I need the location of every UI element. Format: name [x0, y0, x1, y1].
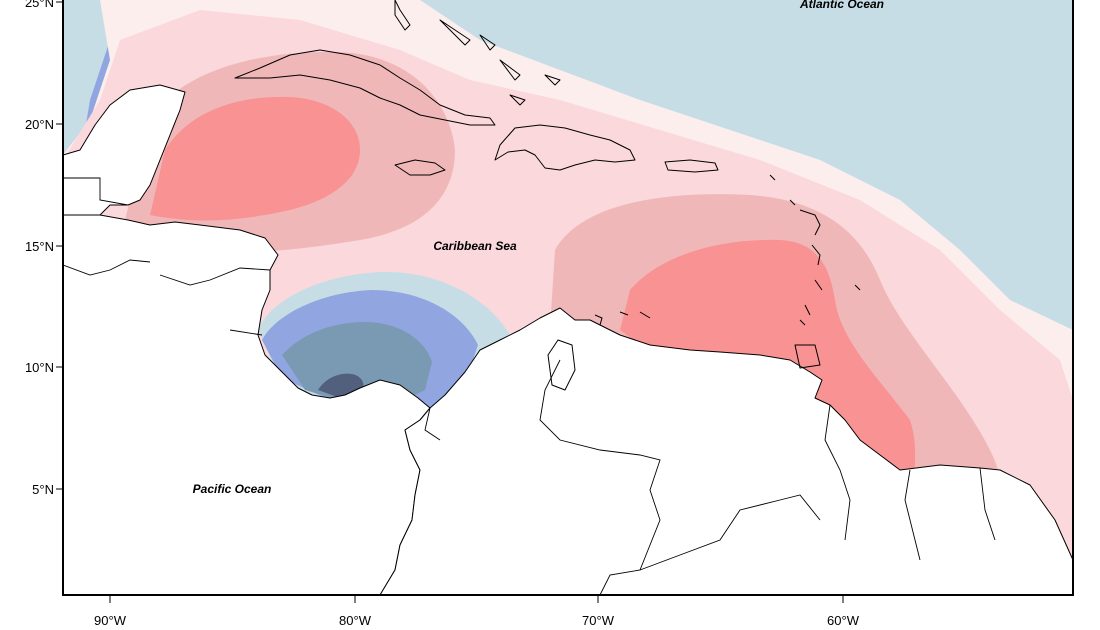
label-atlantic-ocean: Atlantic Ocean: [799, 0, 884, 11]
island-bahamas: [394, 0, 561, 106]
lat-axis: 25°N 20°N 15°N 10°N 5°N: [25, 0, 63, 497]
field-warm-west-strong: [150, 96, 360, 221]
land-mexico-yucatan: [63, 84, 186, 216]
label-pacific-ocean: Pacific Ocean: [193, 482, 272, 496]
lat-tick-10: 10°N: [25, 360, 54, 375]
island-trinidad: [794, 344, 821, 369]
islands-layer: [234, 0, 861, 369]
field-light-blue: [63, 0, 1073, 345]
border-guyana-suriname: [904, 469, 921, 561]
border-venezuela-brazil: [639, 494, 821, 571]
land-paraguana: [547, 339, 576, 391]
lon-tick-80: 80°W: [339, 613, 372, 628]
border-suriname-guiana: [979, 467, 996, 541]
border-honduras-nicaragua: [159, 267, 271, 286]
label-caribbean-sea: Caribbean Sea: [433, 239, 517, 253]
island-jamaica: [394, 159, 446, 176]
lat-tick-5: 5°N: [32, 482, 54, 497]
border-venezuela-guyana: [824, 404, 851, 541]
lon-tick-70: 70°W: [582, 613, 615, 628]
border-guatemala: [63, 259, 151, 276]
border-nicaragua-costarica: [229, 329, 263, 336]
lat-tick-15: 15°N: [25, 239, 54, 254]
lon-tick-90: 90°W: [94, 613, 127, 628]
lon-axis: 90°W 80°W 70°W 60°W: [94, 595, 860, 628]
borders-layer: [63, 177, 996, 595]
border-colombia-panama: [424, 407, 441, 441]
map-frame: [62, 0, 1074, 596]
lon-tick-60: 60°W: [827, 613, 860, 628]
island-lesser-antilles: [769, 174, 861, 326]
border-mexico-guatemala: [63, 177, 129, 206]
island-aruba-curacao: [594, 311, 651, 326]
island-hispaniola: [494, 124, 636, 171]
island-cuba: [234, 49, 496, 126]
lat-tick-20: 20°N: [25, 117, 54, 132]
island-puertorico: [664, 159, 719, 173]
land-layer: [63, 84, 1073, 595]
lat-tick-25: 25°N: [25, 0, 54, 10]
